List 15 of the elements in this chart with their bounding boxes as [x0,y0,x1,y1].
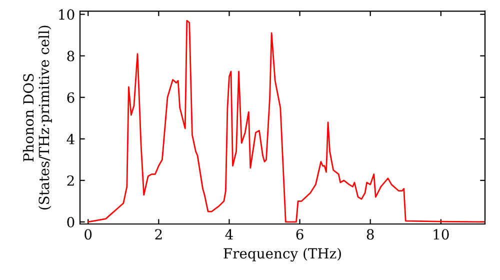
x-tick-label: 10 [434,229,449,240]
y-tick-label: 2 [67,175,74,186]
y-tick-label: 10 [59,9,74,20]
x-tick-label: 0 [84,229,92,240]
y-axis-title: Phonon DOS (States/THz·primitive cell) [22,26,52,210]
x-axis-title: Frequency (THz) [224,248,341,262]
x-tick-label: 2 [155,229,162,240]
x-tick-label: 4 [225,229,233,240]
x-tick-label: 6 [296,229,304,240]
y-tick-label: 8 [67,50,74,62]
x-tick-label: 8 [366,229,374,240]
line-series [87,20,485,223]
y-tick-label: 0 [67,216,74,228]
y-tick-label: 4 [66,134,74,144]
y-tick-label: 6 [67,92,74,103]
